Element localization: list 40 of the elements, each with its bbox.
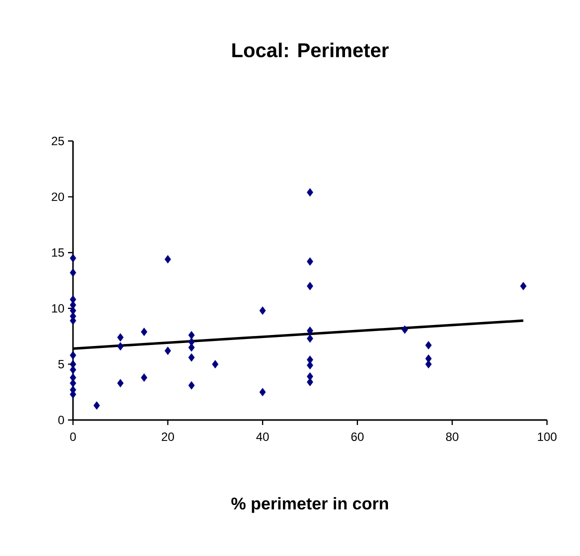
y-tick-label: 25 (52, 136, 64, 146)
point (520, 282, 527, 290)
point (259, 388, 266, 396)
point (306, 282, 314, 290)
point (188, 353, 195, 362)
point (188, 330, 195, 340)
point (164, 255, 171, 264)
x-tick-label: 20 (162, 432, 174, 441)
y-tick-label: 10 (52, 304, 64, 313)
point (306, 188, 314, 197)
point (164, 346, 171, 356)
point (140, 328, 148, 336)
point (306, 257, 314, 266)
point (117, 378, 124, 388)
point (117, 333, 124, 342)
x-tick-label: 0 (70, 432, 76, 441)
point (425, 360, 432, 368)
point (306, 334, 314, 343)
point (188, 381, 195, 390)
x-tick-label: 40 (256, 432, 269, 441)
point (70, 268, 76, 277)
point (70, 254, 76, 262)
x-tick-label: 100 (538, 432, 557, 441)
point (70, 351, 76, 360)
point (402, 325, 408, 334)
y-tick-label: 5 (58, 360, 64, 368)
point (94, 401, 100, 410)
point (306, 326, 314, 335)
x-axis-title: % perimeter in corn (231, 497, 388, 513)
y-tick-label: 0 (58, 416, 64, 424)
point (259, 306, 266, 315)
chart-title: Local: Perimeter (232, 42, 389, 58)
point (140, 373, 148, 382)
x-tick-label: 80 (446, 432, 458, 441)
y-tick-label: 15 (52, 248, 64, 257)
y-tick-label: 20 (52, 192, 64, 202)
x-tick-label: 60 (351, 432, 364, 441)
point (212, 360, 218, 368)
point (425, 341, 432, 350)
point (117, 342, 124, 351)
